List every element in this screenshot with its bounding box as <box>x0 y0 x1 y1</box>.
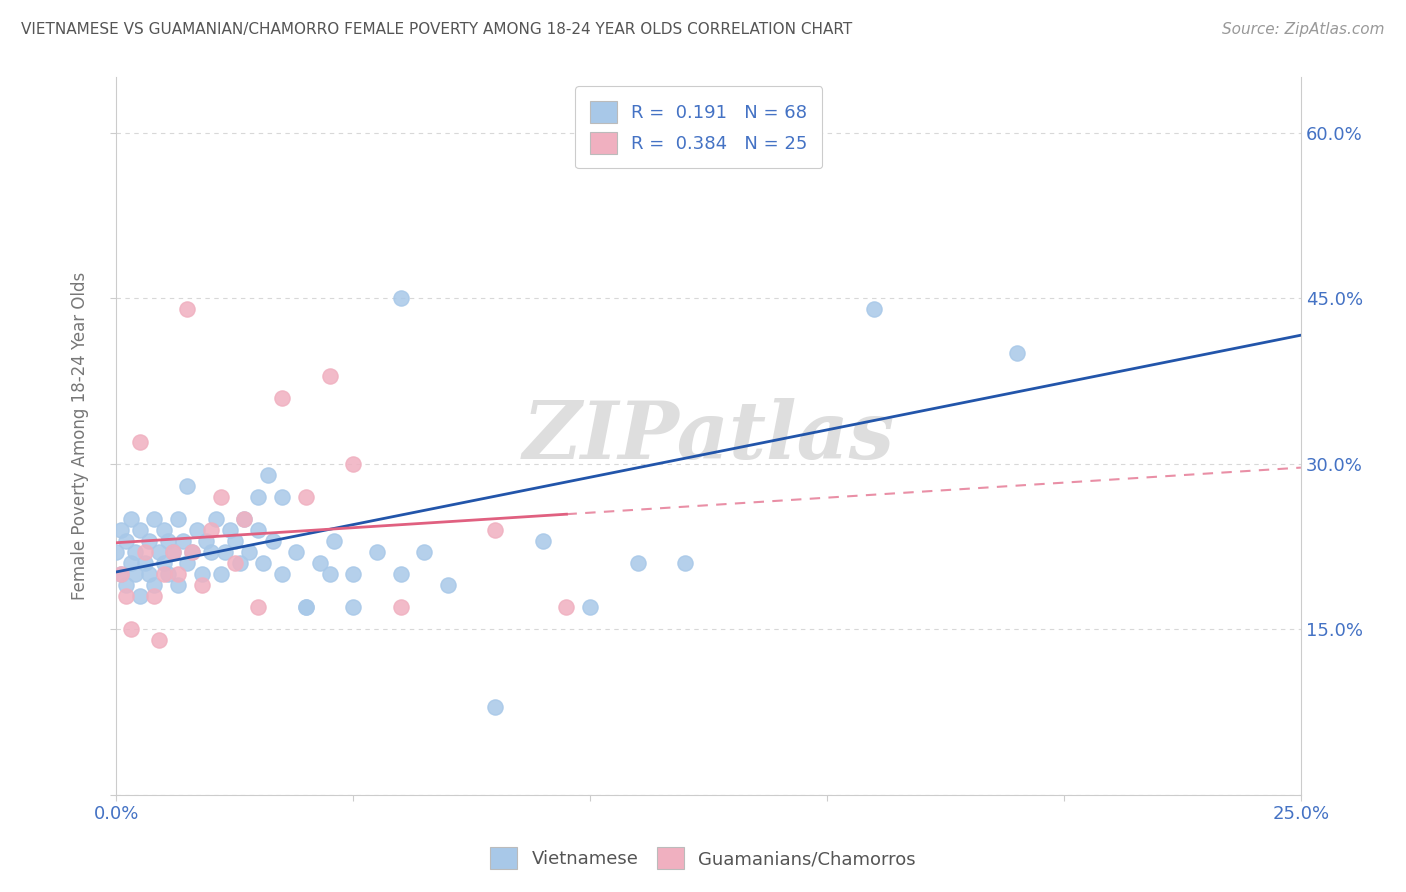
Point <box>200 545 222 559</box>
Point <box>342 567 364 582</box>
Point <box>181 545 204 559</box>
Point <box>271 567 294 582</box>
Point <box>181 545 204 559</box>
Point <box>129 590 152 604</box>
Point <box>138 567 160 582</box>
Point <box>389 291 412 305</box>
Point <box>247 600 270 615</box>
Point <box>124 567 146 582</box>
Point <box>110 567 132 582</box>
Point <box>176 302 198 317</box>
Point <box>247 490 270 504</box>
Point <box>120 512 142 526</box>
Point <box>167 512 190 526</box>
Y-axis label: Female Poverty Among 18-24 Year Olds: Female Poverty Among 18-24 Year Olds <box>72 272 89 600</box>
Point <box>673 556 696 570</box>
Point <box>309 556 332 570</box>
Point <box>124 545 146 559</box>
Point <box>143 512 166 526</box>
Point <box>295 600 318 615</box>
Point <box>228 556 250 570</box>
Point <box>342 457 364 471</box>
Point <box>233 512 256 526</box>
Point <box>143 590 166 604</box>
Point <box>114 534 136 549</box>
Point <box>190 578 212 592</box>
Point <box>318 567 340 582</box>
Point <box>484 699 506 714</box>
Point <box>176 479 198 493</box>
Point <box>120 556 142 570</box>
Point <box>1005 346 1028 360</box>
Point <box>129 523 152 537</box>
Point <box>110 567 132 582</box>
Point <box>224 556 246 570</box>
Point <box>205 512 228 526</box>
Point <box>271 490 294 504</box>
Point <box>162 545 184 559</box>
Point <box>863 302 886 317</box>
Point <box>389 567 412 582</box>
Point <box>257 467 280 482</box>
Point <box>176 556 198 570</box>
Point <box>271 391 294 405</box>
Point <box>437 578 460 592</box>
Point <box>769 126 792 140</box>
Point <box>555 600 578 615</box>
Point <box>186 523 208 537</box>
Point <box>148 545 170 559</box>
Text: Source: ZipAtlas.com: Source: ZipAtlas.com <box>1222 22 1385 37</box>
Point <box>157 567 180 582</box>
Point <box>172 534 194 549</box>
Point <box>134 545 156 559</box>
Point <box>238 545 260 559</box>
Point <box>162 545 184 559</box>
Text: VIETNAMESE VS GUAMANIAN/CHAMORRO FEMALE POVERTY AMONG 18-24 YEAR OLDS CORRELATIO: VIETNAMESE VS GUAMANIAN/CHAMORRO FEMALE … <box>21 22 852 37</box>
Point <box>626 556 648 570</box>
Point <box>285 545 308 559</box>
Point <box>579 600 602 615</box>
Point <box>138 534 160 549</box>
Point <box>262 534 284 549</box>
Point <box>531 534 554 549</box>
Point <box>247 523 270 537</box>
Point <box>318 368 340 383</box>
Point <box>167 567 190 582</box>
Point <box>342 600 364 615</box>
Point <box>252 556 274 570</box>
Point <box>190 567 212 582</box>
Point <box>143 578 166 592</box>
Point <box>219 523 242 537</box>
Point <box>214 545 236 559</box>
Legend: Vietnamese, Guamanians/Chamorros: Vietnamese, Guamanians/Chamorros <box>481 838 925 879</box>
Point <box>148 633 170 648</box>
Point <box>114 590 136 604</box>
Point <box>233 512 256 526</box>
Point <box>110 523 132 537</box>
Point <box>157 534 180 549</box>
Point <box>200 523 222 537</box>
Point <box>129 434 152 449</box>
Point <box>152 567 174 582</box>
Point <box>413 545 436 559</box>
Point <box>484 523 506 537</box>
Point <box>209 490 232 504</box>
Point <box>295 490 318 504</box>
Point <box>295 600 318 615</box>
Point <box>224 534 246 549</box>
Point <box>167 578 190 592</box>
Point <box>114 578 136 592</box>
Point <box>366 545 388 559</box>
Point <box>120 623 142 637</box>
Text: ZIPatlas: ZIPatlas <box>523 398 894 475</box>
Point <box>105 545 128 559</box>
Point <box>152 523 174 537</box>
Point <box>209 567 232 582</box>
Legend: R =  0.191   N = 68, R =  0.384   N = 25: R = 0.191 N = 68, R = 0.384 N = 25 <box>575 87 823 169</box>
Point <box>134 556 156 570</box>
Point <box>152 556 174 570</box>
Point <box>389 600 412 615</box>
Point <box>323 534 346 549</box>
Point <box>195 534 218 549</box>
